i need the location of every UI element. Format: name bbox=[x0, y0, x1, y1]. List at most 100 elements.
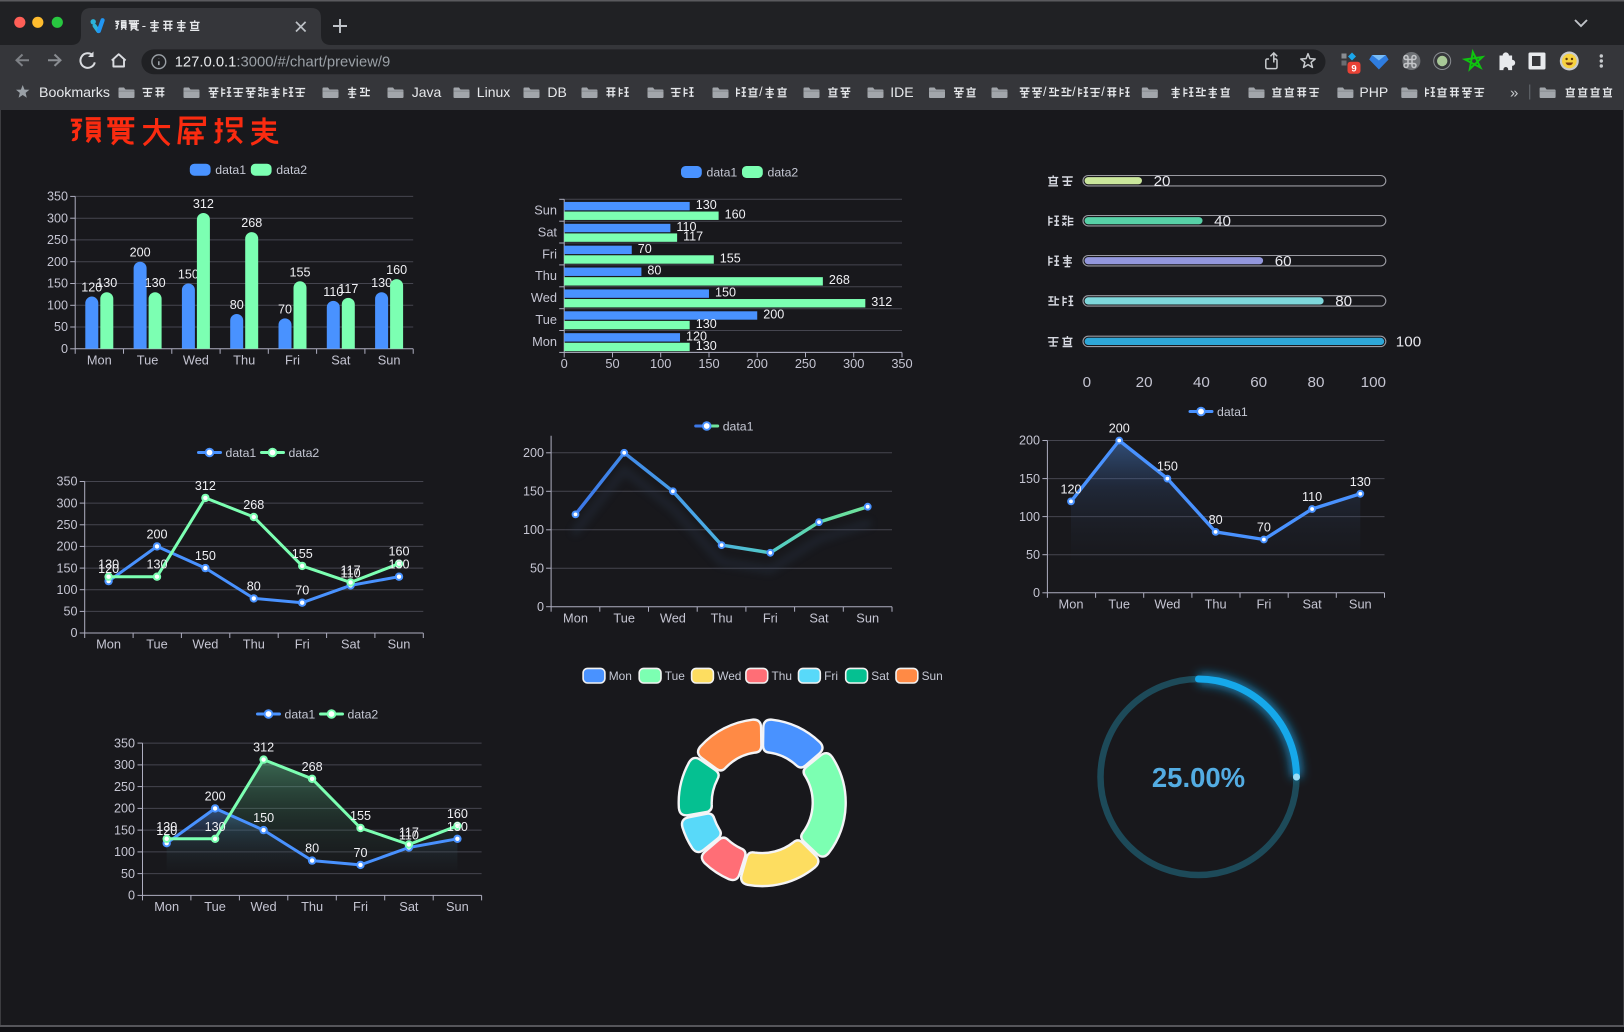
svg-text:130: 130 bbox=[146, 558, 167, 572]
svg-text:70: 70 bbox=[295, 584, 309, 598]
svg-text:Wed: Wed bbox=[717, 669, 741, 683]
svg-text:200: 200 bbox=[1109, 422, 1130, 436]
svg-text:data1: data1 bbox=[226, 446, 257, 460]
svg-text:data1: data1 bbox=[215, 163, 246, 177]
svg-text:160: 160 bbox=[388, 545, 409, 559]
svg-text:Wed: Wed bbox=[1154, 597, 1180, 612]
svg-text:130: 130 bbox=[696, 317, 717, 331]
svg-text:80: 80 bbox=[647, 264, 661, 278]
svg-text:150: 150 bbox=[195, 549, 216, 563]
svg-text:100: 100 bbox=[1019, 510, 1040, 524]
svg-text:150: 150 bbox=[253, 811, 274, 825]
svg-text:350: 350 bbox=[47, 190, 68, 204]
svg-text:312: 312 bbox=[195, 479, 216, 493]
svg-text:150: 150 bbox=[715, 286, 736, 300]
svg-text:40: 40 bbox=[1193, 374, 1210, 391]
svg-text:Mon: Mon bbox=[154, 899, 179, 914]
svg-text:data1: data1 bbox=[707, 165, 738, 179]
svg-text:200: 200 bbox=[130, 246, 151, 260]
svg-text:Fri: Fri bbox=[285, 353, 300, 368]
svg-text:110: 110 bbox=[341, 566, 361, 580]
svg-text:300: 300 bbox=[843, 356, 864, 371]
svg-text:0: 0 bbox=[561, 356, 568, 371]
svg-text:Thu: Thu bbox=[1205, 597, 1227, 612]
svg-text:130: 130 bbox=[371, 276, 392, 290]
svg-text:70: 70 bbox=[1257, 521, 1271, 535]
svg-text:80: 80 bbox=[1209, 513, 1223, 527]
svg-text:Sun: Sun bbox=[378, 353, 401, 368]
svg-text:117: 117 bbox=[338, 282, 358, 296]
svg-text:130: 130 bbox=[156, 820, 177, 834]
svg-text:data2: data2 bbox=[348, 707, 379, 721]
svg-text:80: 80 bbox=[247, 579, 261, 593]
svg-text:Wed: Wed bbox=[192, 637, 218, 652]
svg-text:50: 50 bbox=[63, 605, 77, 619]
svg-text:Thu: Thu bbox=[535, 268, 557, 283]
svg-text:155: 155 bbox=[720, 251, 741, 265]
svg-text:150: 150 bbox=[1019, 472, 1040, 486]
svg-text:IDE: IDE bbox=[890, 84, 913, 100]
svg-text:160: 160 bbox=[386, 263, 407, 277]
svg-text:130: 130 bbox=[145, 276, 166, 290]
svg-text:150: 150 bbox=[56, 561, 77, 575]
svg-text:200: 200 bbox=[205, 789, 226, 803]
svg-text:155: 155 bbox=[350, 809, 371, 823]
svg-text:Sat: Sat bbox=[399, 899, 419, 914]
svg-text:Tue: Tue bbox=[204, 899, 226, 914]
svg-text:20: 20 bbox=[1136, 374, 1153, 391]
svg-text:70: 70 bbox=[278, 302, 292, 316]
svg-text:100: 100 bbox=[114, 845, 135, 859]
svg-text:0: 0 bbox=[537, 600, 544, 614]
svg-text:Fri: Fri bbox=[1256, 597, 1271, 612]
svg-text:117: 117 bbox=[399, 826, 419, 840]
svg-text:130: 130 bbox=[1350, 475, 1371, 489]
svg-text:Linux: Linux bbox=[477, 84, 510, 100]
svg-text:data1: data1 bbox=[285, 707, 316, 721]
svg-text:110: 110 bbox=[1302, 490, 1322, 504]
svg-text:120: 120 bbox=[98, 562, 119, 576]
svg-text:312: 312 bbox=[193, 197, 214, 211]
svg-text:Thu: Thu bbox=[301, 899, 323, 914]
svg-text:100: 100 bbox=[1396, 334, 1421, 351]
svg-text:130: 130 bbox=[447, 820, 468, 834]
svg-text:100: 100 bbox=[523, 523, 544, 537]
svg-text:200: 200 bbox=[1019, 434, 1040, 448]
svg-text:Fri: Fri bbox=[295, 637, 310, 652]
svg-text:120: 120 bbox=[1060, 482, 1081, 496]
svg-text:268: 268 bbox=[241, 216, 262, 230]
svg-text:Mon: Mon bbox=[1059, 597, 1084, 612]
svg-text:Tue: Tue bbox=[613, 611, 635, 626]
svg-text:80: 80 bbox=[305, 842, 319, 856]
svg-text:155: 155 bbox=[289, 265, 310, 279]
svg-text:0: 0 bbox=[1083, 374, 1091, 391]
svg-text:Mon: Mon bbox=[532, 334, 557, 349]
svg-text:Mon: Mon bbox=[96, 637, 121, 652]
svg-text:Mon: Mon bbox=[87, 353, 112, 368]
svg-text:250: 250 bbox=[47, 233, 68, 247]
svg-text:250: 250 bbox=[795, 356, 816, 371]
svg-text:200: 200 bbox=[47, 255, 68, 269]
svg-text:Sat: Sat bbox=[331, 353, 351, 368]
svg-text:130: 130 bbox=[98, 558, 119, 572]
svg-text:117: 117 bbox=[683, 230, 703, 244]
svg-text:268: 268 bbox=[243, 498, 264, 512]
svg-text:200: 200 bbox=[747, 356, 768, 371]
svg-text:Bookmarks: Bookmarks bbox=[39, 85, 110, 101]
svg-text:Thu: Thu bbox=[233, 353, 255, 368]
svg-text:250: 250 bbox=[56, 518, 77, 532]
svg-text:9: 9 bbox=[1351, 63, 1356, 74]
svg-text:Tue: Tue bbox=[535, 312, 557, 327]
svg-text:130: 130 bbox=[205, 820, 226, 834]
svg-text:200: 200 bbox=[763, 307, 784, 321]
svg-text:Tue: Tue bbox=[146, 637, 168, 652]
svg-text:50: 50 bbox=[54, 320, 68, 334]
svg-text:312: 312 bbox=[253, 741, 274, 755]
svg-text:300: 300 bbox=[47, 211, 68, 225]
svg-text:100: 100 bbox=[1361, 374, 1386, 391]
svg-text:312: 312 bbox=[871, 295, 892, 309]
svg-text:Wed: Wed bbox=[251, 899, 277, 914]
svg-text:/: / bbox=[1101, 85, 1105, 99]
svg-text:-: - bbox=[142, 18, 146, 33]
svg-text:Sun: Sun bbox=[446, 899, 469, 914]
svg-text:160: 160 bbox=[725, 208, 746, 222]
